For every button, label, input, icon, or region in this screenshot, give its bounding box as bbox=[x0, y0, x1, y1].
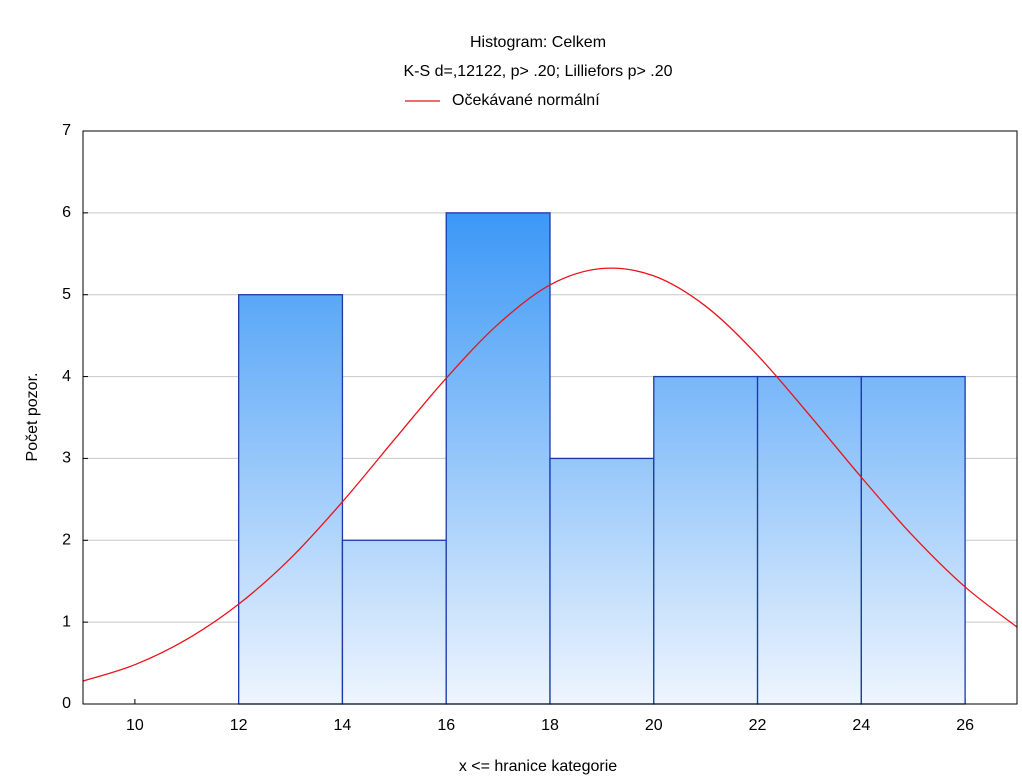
normal-curve bbox=[83, 267, 1017, 682]
x-tick-label: 14 bbox=[334, 717, 352, 734]
x-tick-label: 20 bbox=[645, 717, 663, 734]
x-axis-label: x <= hranice kategorie bbox=[459, 758, 617, 775]
x-tick-label: 24 bbox=[852, 717, 870, 734]
x-tick-label: 12 bbox=[230, 717, 248, 734]
x-tick-label: 22 bbox=[749, 717, 767, 734]
histogram-bar bbox=[860, 375, 966, 705]
chart-title: Histogram: Celkem bbox=[470, 34, 606, 51]
y-tick-label: 2 bbox=[62, 532, 71, 549]
histogram-bar bbox=[653, 375, 759, 705]
y-tick-label: 4 bbox=[62, 368, 71, 385]
histogram-bar bbox=[756, 375, 862, 705]
x-tick-label: 10 bbox=[126, 717, 144, 734]
x-tick-label: 26 bbox=[956, 717, 974, 734]
histogram-bar bbox=[341, 539, 447, 705]
legend-label: Očekávané normální bbox=[452, 92, 600, 109]
histogram-bar bbox=[549, 457, 655, 705]
y-tick-label: 5 bbox=[62, 286, 71, 303]
plot-frame bbox=[82, 130, 1018, 705]
y-tick-label: 7 bbox=[62, 122, 71, 139]
histogram-bar bbox=[238, 294, 344, 705]
x-tick-label: 16 bbox=[437, 717, 455, 734]
histogram-bar bbox=[445, 212, 551, 705]
y-tick-label: 6 bbox=[62, 204, 71, 221]
y-tick-label: 3 bbox=[62, 450, 71, 467]
y-tick-label: 1 bbox=[62, 613, 71, 630]
chart-subtitle: K-S d=,12122, p> .20; Lilliefors p> .20 bbox=[403, 63, 672, 80]
y-axis-label: Počet pozor. bbox=[24, 373, 41, 462]
y-tick-label: 0 bbox=[62, 695, 71, 712]
x-tick-label: 18 bbox=[541, 717, 559, 734]
